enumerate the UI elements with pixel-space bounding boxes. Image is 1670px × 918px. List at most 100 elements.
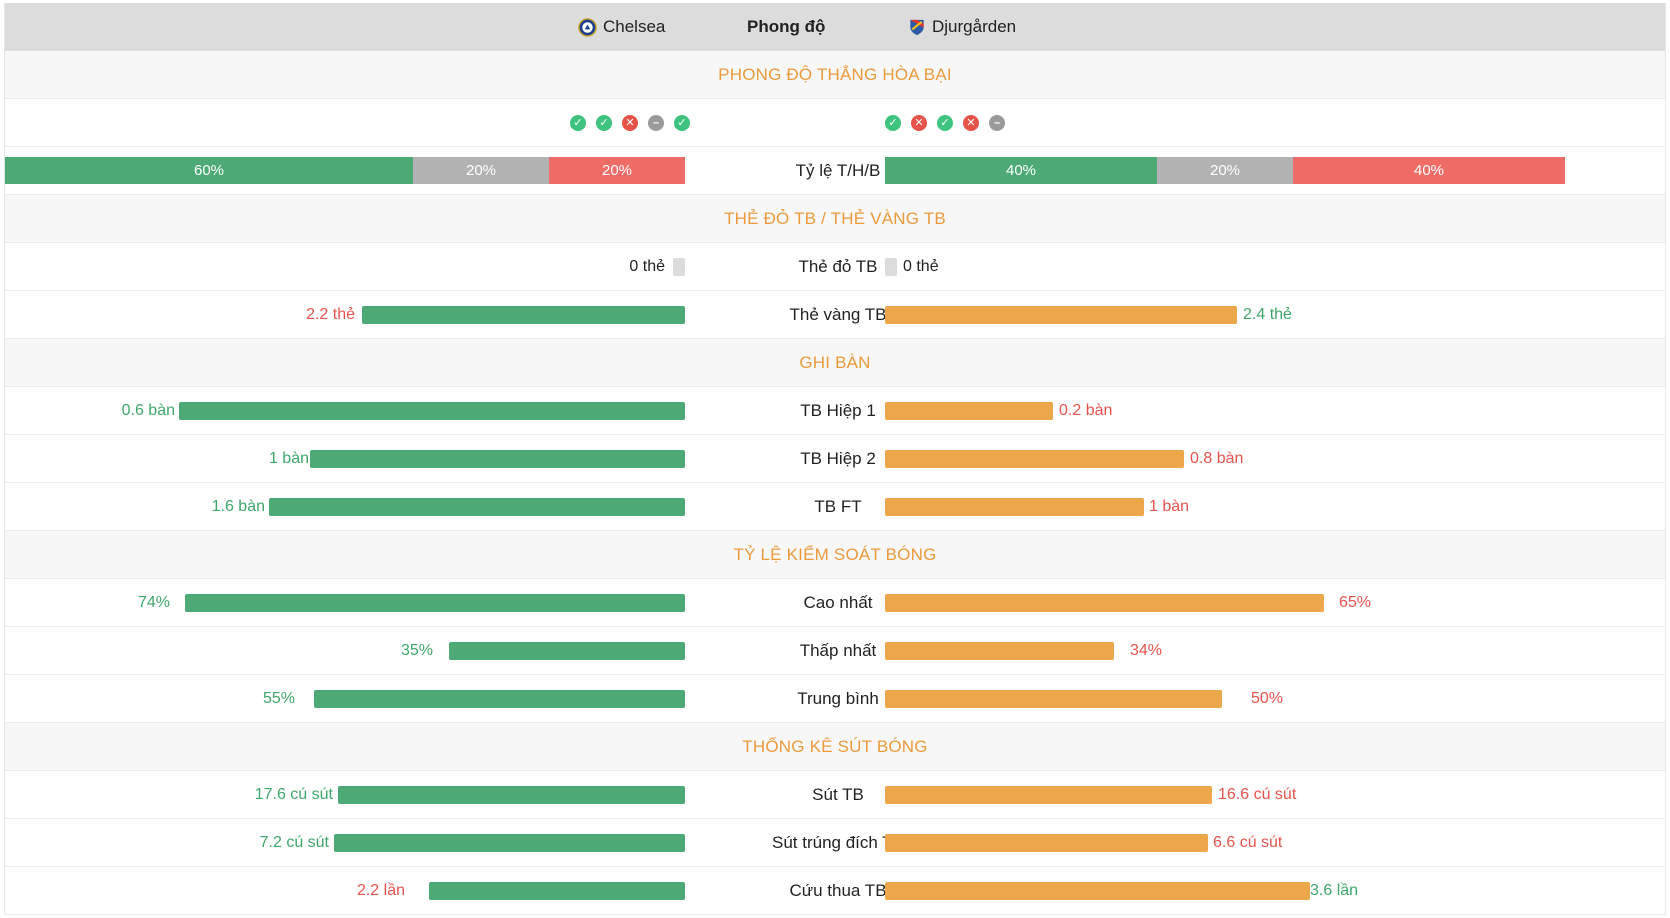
djurgarden-logo-icon bbox=[910, 19, 924, 35]
shots-row: 2.2 lần Cứu thua TB 3.6 lần bbox=[5, 867, 1665, 915]
chelsea-logo-icon bbox=[578, 17, 597, 37]
home-red-card-bar bbox=[673, 258, 685, 276]
away-team-name: Djurgården bbox=[932, 17, 1017, 36]
home-team[interactable]: Chelsea bbox=[578, 3, 665, 51]
away-team[interactable]: Djurgården bbox=[908, 3, 1016, 51]
goals-label: TB Hiệp 2 bbox=[800, 449, 876, 468]
goals-row: 1 bàn TB Hiệp 2 0.8 bàn bbox=[5, 435, 1665, 483]
home-shots-bar bbox=[338, 786, 685, 804]
away-form-draw-icon: – bbox=[989, 115, 1005, 131]
home-form-loss-icon: ✕ bbox=[622, 115, 638, 131]
away-shots-value: 3.6 lần bbox=[1310, 882, 1359, 899]
home-shots-bar bbox=[334, 834, 685, 852]
home-possession-value: 35% bbox=[400, 642, 433, 659]
home-form-win-icon: ✓ bbox=[674, 115, 690, 131]
home-goals-value: 1.6 bàn bbox=[211, 498, 265, 515]
possession-row: 74% Cao nhất 65% bbox=[5, 579, 1665, 627]
red-card-row: 0 thẻ Thẻ đỏ TB 0 thẻ bbox=[5, 243, 1665, 291]
section-goals-title: GHI BÀN bbox=[5, 339, 1665, 387]
home-team-name: Chelsea bbox=[603, 17, 666, 36]
away-possession-bar bbox=[885, 594, 1324, 612]
section-shots-title: THỐNG KÊ SÚT BÓNG bbox=[5, 723, 1665, 771]
possession-row: 35% Thấp nhất 34% bbox=[5, 627, 1665, 675]
rate-label: Tỷ lệ T/H/B bbox=[795, 161, 881, 180]
away-form-win-icon: ✓ bbox=[937, 115, 953, 131]
home-draw-segment: 20% bbox=[413, 157, 549, 184]
yellow-card-row: 2.2 thẻ Thẻ vàng TB 2.4 thẻ bbox=[5, 291, 1665, 339]
away-yellow-card-bar bbox=[885, 306, 1237, 324]
yellow-card-label: Thẻ vàng TB bbox=[789, 305, 887, 324]
home-loss-segment: 20% bbox=[549, 157, 685, 184]
away-yellow-card-value: 2.4 thẻ bbox=[1243, 306, 1292, 323]
possession-label: Thấp nhất bbox=[799, 641, 877, 660]
home-possession-bar bbox=[314, 690, 685, 708]
home-win-segment: 60% bbox=[5, 157, 413, 184]
home-shots-bar bbox=[429, 882, 685, 900]
home-possession-bar bbox=[449, 642, 685, 660]
away-red-card-value: 0 thẻ bbox=[903, 258, 939, 275]
home-shots-value: 17.6 cú sút bbox=[254, 786, 333, 803]
home-yellow-card-value: 2.2 thẻ bbox=[306, 306, 355, 323]
away-possession-value: 65% bbox=[1339, 594, 1372, 611]
section-form-title: PHONG ĐỘ THẮNG HÒA BẠI bbox=[5, 51, 1665, 99]
away-goals-value: 0.8 bàn bbox=[1190, 450, 1244, 467]
home-goals-bar bbox=[269, 498, 685, 516]
away-shots-value: 6.6 cú sút bbox=[1213, 834, 1283, 851]
away-red-card-bar bbox=[885, 258, 897, 276]
away-goals-bar bbox=[885, 402, 1053, 420]
home-possession-value: 74% bbox=[137, 594, 170, 611]
home-yellow-card-bar bbox=[362, 306, 685, 324]
section-possession-title: TỶ LỆ KIỂM SOÁT BÓNG bbox=[5, 531, 1665, 579]
goals-row: 0.6 bàn TB Hiệp 1 0.2 bàn bbox=[5, 387, 1665, 435]
home-shots-value: 7.2 cú sút bbox=[259, 834, 329, 851]
home-possession-value: 55% bbox=[262, 690, 295, 707]
home-form-win-icon: ✓ bbox=[570, 115, 586, 131]
form-row: ✓ ✓ ✕ – ✓ ✓ ✕ ✓ ✕ – bbox=[5, 99, 1665, 147]
away-goals-bar bbox=[885, 498, 1144, 516]
home-form-dots: ✓ ✓ ✕ – ✓ bbox=[570, 115, 690, 131]
goals-label: TB Hiệp 1 bbox=[800, 401, 876, 420]
home-goals-bar bbox=[179, 402, 685, 420]
away-draw-segment: 20% bbox=[1157, 157, 1293, 184]
shots-row: 17.6 cú sút Sút TB 16.6 cú sút bbox=[5, 771, 1665, 819]
home-goals-value: 0.6 bàn bbox=[121, 402, 175, 419]
shots-label: Cứu thua TB bbox=[789, 881, 887, 900]
shots-label: Sút TB bbox=[812, 785, 864, 804]
rate-row: 60% 20% 20% Tỷ lệ T/H/B 40% 20% 40% bbox=[5, 147, 1665, 195]
home-form-draw-icon: – bbox=[648, 115, 664, 131]
home-form-win-icon: ✓ bbox=[596, 115, 612, 131]
possession-label: Trung bình bbox=[797, 689, 879, 708]
section-cards-title: THẺ ĐỎ TB / THẺ VÀNG TB bbox=[5, 195, 1665, 243]
away-goals-value: 1 bàn bbox=[1149, 498, 1190, 515]
home-goals-value: 1 bàn bbox=[268, 450, 309, 467]
away-shots-bar bbox=[885, 786, 1212, 804]
away-possession-bar bbox=[885, 690, 1222, 708]
away-form-loss-icon: ✕ bbox=[963, 115, 979, 131]
possession-label: Cao nhất bbox=[803, 593, 873, 612]
comparison-header: Chelsea Phong độ Djurgården bbox=[5, 3, 1665, 51]
away-win-segment: 40% bbox=[885, 157, 1157, 184]
goals-row: 1.6 bàn TB FT 1 bàn bbox=[5, 483, 1665, 531]
header-center-title: Phong độ bbox=[747, 17, 826, 36]
away-loss-segment: 40% bbox=[1293, 157, 1565, 184]
goals-label: TB FT bbox=[814, 497, 862, 516]
away-goals-bar bbox=[885, 450, 1184, 468]
away-possession-value: 50% bbox=[1251, 690, 1284, 707]
shots-label: Sút trúng đích TB bbox=[772, 833, 904, 852]
away-shots-value: 16.6 cú sút bbox=[1218, 786, 1297, 803]
away-possession-value: 34% bbox=[1130, 642, 1163, 659]
shots-row: 7.2 cú sút Sút trúng đích TB 6.6 cú sút bbox=[5, 819, 1665, 867]
away-shots-bar bbox=[885, 882, 1310, 900]
away-form-loss-icon: ✕ bbox=[911, 115, 927, 131]
red-card-label: Thẻ đỏ TB bbox=[798, 257, 878, 276]
home-red-card-value: 0 thẻ bbox=[629, 258, 665, 275]
away-possession-bar bbox=[885, 642, 1114, 660]
away-form-dots: ✓ ✕ ✓ ✕ – bbox=[885, 115, 1005, 131]
home-possession-bar bbox=[185, 594, 685, 612]
away-form-win-icon: ✓ bbox=[885, 115, 901, 131]
away-goals-value: 0.2 bàn bbox=[1059, 402, 1113, 419]
possession-row: 55% Trung bình 50% bbox=[5, 675, 1665, 723]
home-goals-bar bbox=[310, 450, 685, 468]
away-shots-bar bbox=[885, 834, 1208, 852]
home-shots-value: 2.2 lần bbox=[356, 882, 405, 899]
